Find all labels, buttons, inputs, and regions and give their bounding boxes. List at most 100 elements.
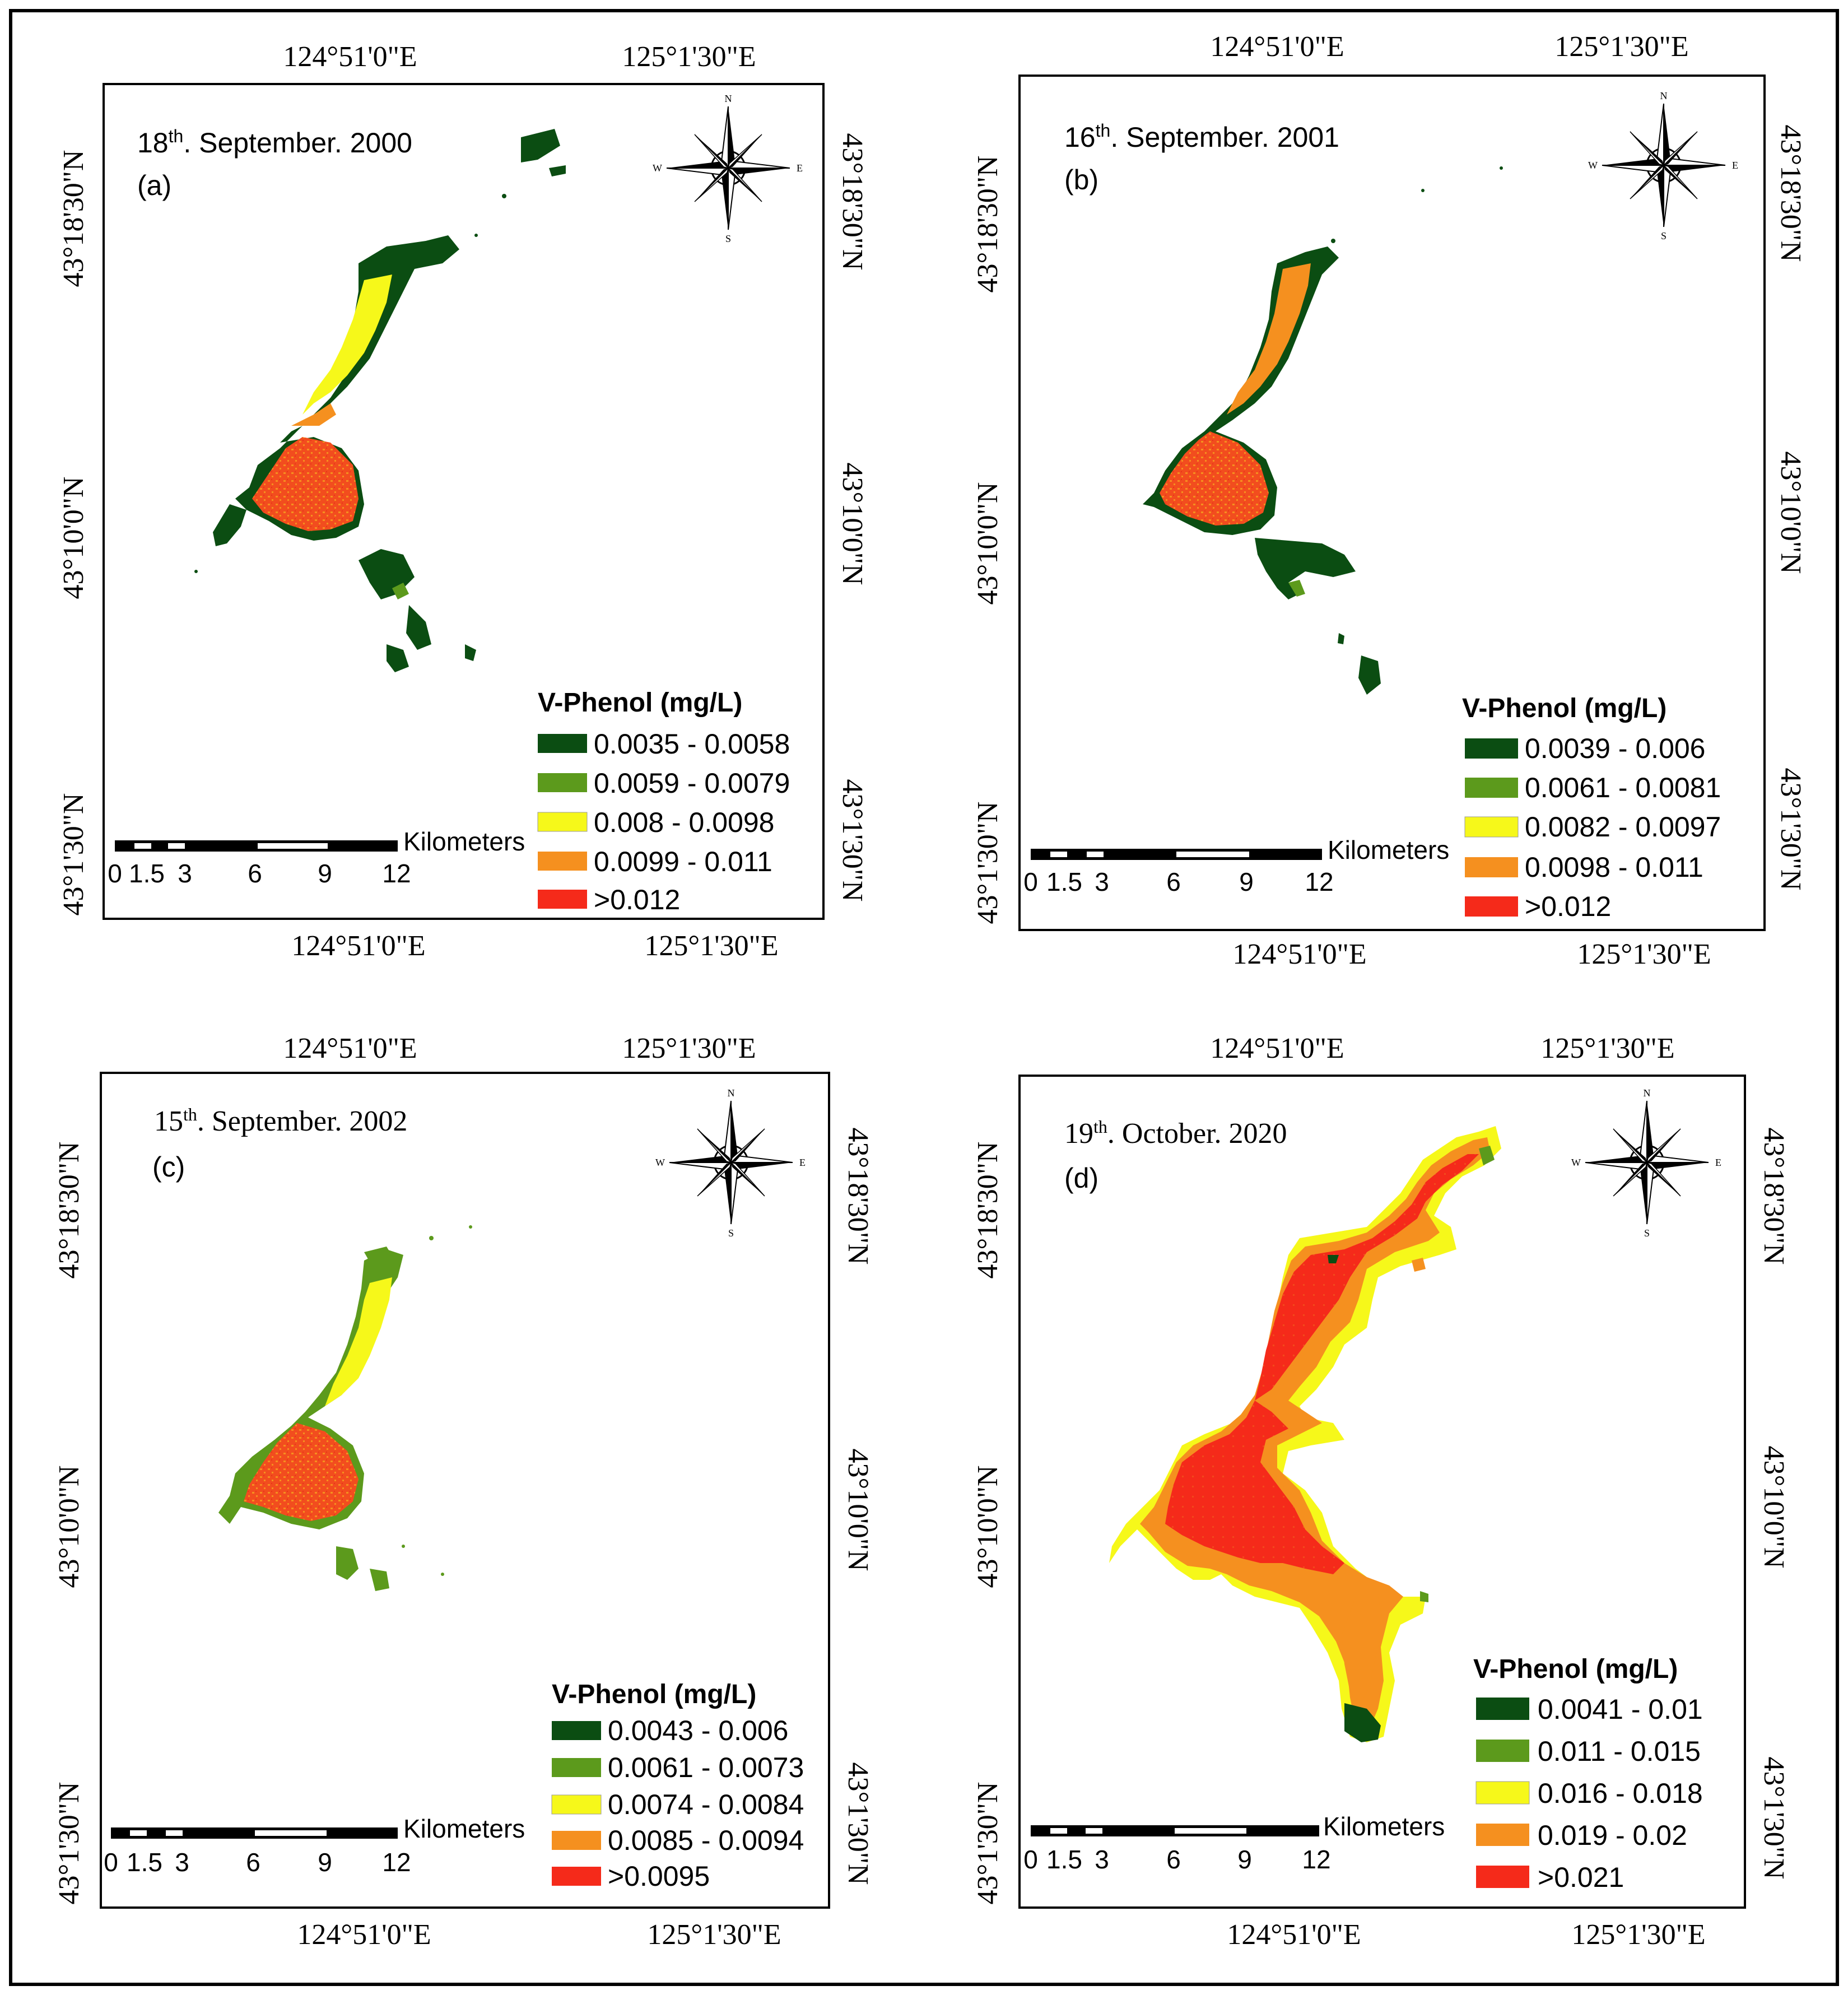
map-frame-c [100, 1072, 830, 1909]
svg-text:W: W [655, 1157, 665, 1168]
panel-label-d: (d) [1064, 1162, 1098, 1194]
svg-text:0.008 - 0.0098: 0.008 - 0.0098 [594, 807, 775, 838]
lat-tick-right-3: 43°1'30"N [836, 779, 868, 902]
svg-text:3: 3 [175, 1848, 189, 1877]
panel-b: 124°51'0"E 125°1'30"E 124°51'0"E 125°1'3… [972, 31, 1807, 970]
lat-tick-left-2: 43°10'0"N [972, 482, 1004, 605]
svg-text:12: 12 [1305, 867, 1333, 896]
panel-label-a: (a) [137, 170, 171, 201]
panel-a: 124°51'0"E 125°1'30"E 124°51'0"E 125°1'3… [58, 41, 868, 962]
svg-text:>0.0095: >0.0095 [608, 1861, 710, 1892]
lat-tick-left-3: 43°1'30"N [972, 802, 1004, 924]
svg-text:>0.012: >0.012 [594, 884, 680, 915]
svg-text:3: 3 [178, 859, 192, 888]
svg-text:Kilometers: Kilometers [1323, 1812, 1445, 1841]
legend-item-b-5: >0.012 [1465, 891, 1611, 922]
legend-title-c: V-Phenol (mg/L) [552, 1680, 756, 1709]
panel-label-b: (b) [1064, 164, 1098, 196]
lat-tick-right-3: 43°1'30"N [842, 1763, 874, 1885]
svg-text:>0.012: >0.012 [1525, 891, 1611, 922]
panel-c: 124°51'0"E 125°1'30"E 124°51'0"E 125°1'3… [53, 1033, 874, 1951]
svg-text:N: N [725, 93, 732, 104]
svg-text:6: 6 [1166, 867, 1181, 896]
svg-text:12: 12 [1302, 1845, 1330, 1874]
svg-text:1.5: 1.5 [1046, 867, 1082, 896]
lat-tick-left-3: 43°1'30"N [53, 1782, 85, 1905]
svg-text:0: 0 [1023, 867, 1038, 896]
svg-text:9: 9 [1239, 867, 1254, 896]
svg-text:N: N [1644, 1087, 1651, 1099]
legend-item-d-5: >0.021 [1476, 1862, 1624, 1893]
legend-item-a-3: 0.008 - 0.0098 [537, 807, 775, 838]
svg-text:1.5: 1.5 [1046, 1845, 1082, 1874]
legend-item-b-2: 0.0061 - 0.0081 [1465, 772, 1721, 803]
svg-text:W: W [653, 162, 662, 174]
svg-text:0: 0 [104, 1848, 118, 1877]
legend-a: V-Phenol (mg/L) 0.0035 - 0.0058 0.0059 -… [537, 688, 790, 915]
lon-tick-bottom-2: 125°1'30"E [647, 1919, 781, 1951]
svg-text:W: W [1571, 1157, 1581, 1168]
lon-tick-bottom-2: 125°1'30"E [1577, 938, 1711, 970]
svg-text:0.0039 - 0.006: 0.0039 - 0.006 [1525, 733, 1706, 764]
svg-text:12: 12 [382, 859, 411, 888]
date-label-d: 19th. October. 2020 [1064, 1117, 1287, 1150]
lat-tick-left-3: 43°1'30"N [972, 1782, 1004, 1905]
scale-bar-c: Kilometers 0 1.5 3 6 9 12 [104, 1814, 525, 1877]
svg-text:S: S [725, 233, 731, 244]
map-frame-a [103, 83, 825, 920]
legend-title-d: V-Phenol (mg/L) [1473, 1654, 1678, 1684]
legend-item-d-3: 0.016 - 0.018 [1475, 1778, 1703, 1809]
legend-item-c-4: 0.0085 - 0.0094 [552, 1825, 804, 1856]
lon-tick-top-1: 124°51'0"E [283, 1033, 417, 1064]
svg-text:0.0035 - 0.0058: 0.0035 - 0.0058 [594, 728, 790, 760]
svg-text:0.0099 - 0.011: 0.0099 - 0.011 [594, 846, 772, 877]
svg-text:0.016 - 0.018: 0.016 - 0.018 [1538, 1778, 1703, 1809]
panel-label-c: (c) [152, 1151, 185, 1183]
reservoir-map-d [1109, 1126, 1501, 1742]
legend-item-a-5: >0.012 [538, 884, 680, 915]
lon-tick-bottom-1: 124°51'0"E [291, 930, 425, 962]
svg-text:N: N [728, 1087, 735, 1099]
lon-tick-top-2: 125°1'30"E [622, 1033, 756, 1064]
svg-text:0: 0 [108, 859, 122, 888]
legend-item-b-1: 0.0039 - 0.006 [1465, 733, 1706, 764]
lat-tick-right-2: 43°10'0"N [1775, 452, 1807, 574]
figure-border [9, 9, 1839, 1986]
svg-text:0.0098 - 0.011: 0.0098 - 0.011 [1525, 852, 1703, 883]
lon-tick-bottom-1: 124°51'0"E [1232, 938, 1366, 970]
svg-text:S: S [728, 1227, 734, 1239]
scale-bar-d: Kilometers 0 1.5 3 6 9 12 [1023, 1812, 1445, 1874]
lat-tick-right-1: 43°18'30"N [1775, 125, 1807, 262]
reservoir-map-c [218, 1225, 472, 1591]
svg-text:0.0059 - 0.0079: 0.0059 - 0.0079 [594, 768, 790, 799]
legend-title-b: V-Phenol (mg/L) [1462, 694, 1667, 723]
lat-tick-left-3: 43°1'30"N [58, 793, 90, 916]
lat-tick-right-1: 43°18'30"N [836, 133, 868, 271]
svg-text:1.5: 1.5 [127, 1848, 162, 1877]
svg-text:0.0061 - 0.0073: 0.0061 - 0.0073 [608, 1752, 804, 1783]
scale-bar-a: Kilometers 0 1.5 3 6 9 12 [108, 827, 525, 888]
legend-item-b-3: 0.0082 - 0.0097 [1464, 811, 1721, 843]
svg-text:6: 6 [246, 1848, 260, 1877]
compass-icon: N S E W [653, 93, 803, 244]
legend-item-d-1: 0.0041 - 0.01 [1476, 1694, 1703, 1725]
legend-c: V-Phenol (mg/L) 0.0043 - 0.006 0.0061 - … [551, 1680, 804, 1892]
legend-item-d-4: 0.019 - 0.02 [1476, 1820, 1687, 1851]
legend-item-c-2: 0.0061 - 0.0073 [552, 1752, 804, 1783]
lon-tick-top-2: 125°1'30"E [1554, 31, 1688, 63]
svg-text:Kilometers: Kilometers [1328, 835, 1449, 864]
lon-tick-top-2: 125°1'30"E [622, 41, 756, 73]
lat-tick-left-2: 43°10'0"N [53, 1466, 85, 1588]
lat-tick-left-1: 43°18'30"N [972, 156, 1004, 293]
date-label-a: 18th. September. 2000 [137, 126, 412, 159]
date-label-c: 15th. September. 2002 [154, 1104, 407, 1137]
lat-tick-right-2: 43°10'0"N [836, 463, 868, 585]
compass-icon: N S E W [655, 1087, 806, 1239]
reservoir-map-a [194, 129, 566, 672]
lat-tick-left-1: 43°18'30"N [58, 150, 90, 287]
svg-text:9: 9 [318, 859, 332, 888]
lat-tick-left-2: 43°10'0"N [58, 477, 90, 599]
legend-title-a: V-Phenol (mg/L) [538, 688, 742, 718]
svg-text:W: W [1588, 160, 1598, 171]
